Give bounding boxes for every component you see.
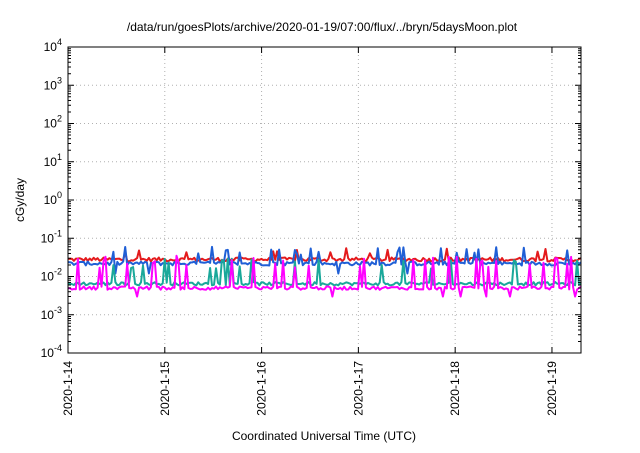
x-tick-label: 2020-1-16 <box>255 361 269 416</box>
y-tick-label: 102 <box>44 114 62 131</box>
y-tick-label: 100 <box>44 190 62 207</box>
x-axis-label: Coordinated Universal Time (UTC) <box>232 429 416 443</box>
chart-title: /data/run/goesPlots/archive/2020-01-19/0… <box>127 20 518 34</box>
series-line-1 <box>67 247 582 263</box>
x-tick-label: 2020-1-18 <box>448 361 462 416</box>
y-tick-label: 10-1 <box>41 228 62 245</box>
y-tick-label: 10-2 <box>41 267 62 284</box>
x-tick-label: 2020-1-17 <box>351 361 365 416</box>
y-tick-label: 10-4 <box>41 343 62 360</box>
y-tick-label: 10-3 <box>41 305 62 322</box>
series-group <box>67 245 582 298</box>
x-tick-label: 2020-1-15 <box>158 361 172 416</box>
x-tick-label: 2020-1-14 <box>61 361 75 416</box>
y-tick-label: 101 <box>44 152 62 169</box>
x-tick-label: 2020-1-19 <box>545 361 559 416</box>
y-tick-label: 104 <box>44 37 62 54</box>
series-line-3 <box>67 257 582 287</box>
series-line-4 <box>67 254 582 298</box>
axis-ticks: 10-4 10-3 10-2 10-1 100 101 102 103 104 2020-1-14… <box>41 37 581 416</box>
grid <box>68 47 581 353</box>
y-axis-label: cGy/day <box>13 178 27 222</box>
y-tick-label: 103 <box>44 75 62 92</box>
